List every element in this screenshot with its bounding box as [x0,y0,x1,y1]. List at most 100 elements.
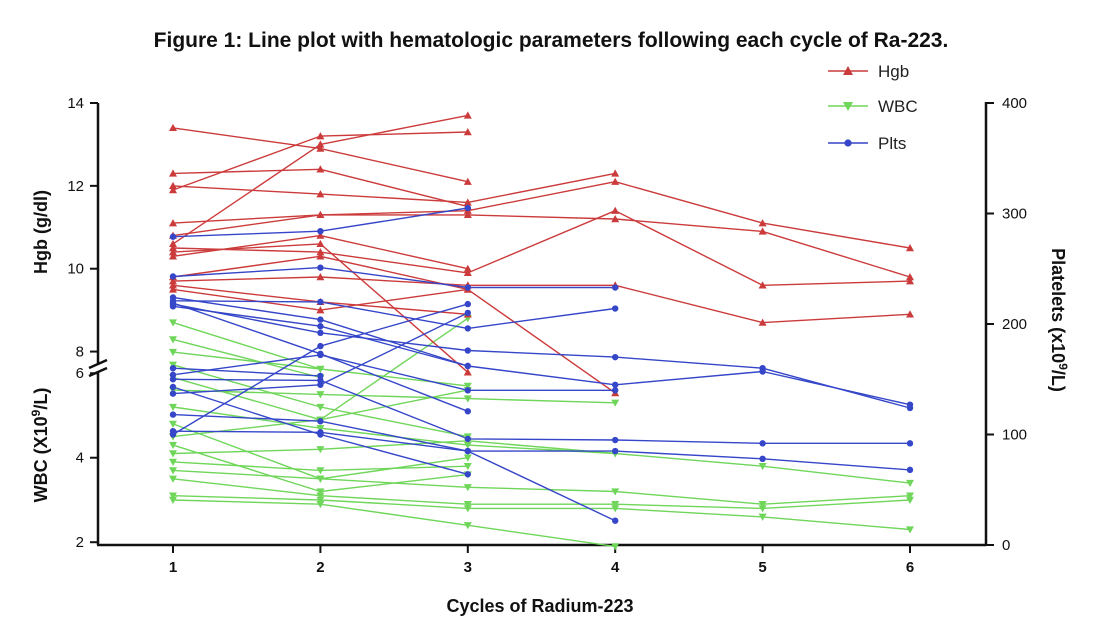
wbc-point [169,458,177,466]
plts-point [317,342,324,350]
plts-series-line [172,378,910,444]
legend-label-wbc: WBC [878,97,918,116]
y-axis-right-label: Platelets (x109/L) [1048,248,1070,392]
x-tick-label: 2 [316,559,324,576]
hgb-point [463,198,472,206]
plts-point [317,431,324,438]
plts-point [317,381,324,388]
left-lower-tick-label: 6 [76,365,84,382]
plts-point [906,440,914,447]
hgb-point [316,132,325,140]
wbc-label-main: WBC (X10 [31,416,51,502]
plts-point [169,299,177,307]
series-markers [169,111,914,551]
plts-point [464,471,471,478]
wbc-series-line [172,440,911,484]
hgb-point [169,277,177,285]
wbc-point [463,462,472,471]
axis-break-top [88,358,108,370]
wbc-label-end: /L) [31,388,51,410]
plts-point [317,298,324,306]
wbc-series-line [172,495,911,531]
plts-point [464,204,471,212]
wbc-point [758,500,767,509]
hgb-point [316,248,325,256]
wbc-point [316,365,325,374]
right-tick-label: 200 [1002,316,1027,333]
hgb-point [169,281,177,289]
plts-point [169,427,177,435]
plts-point [612,517,619,524]
hgb-point [906,273,914,281]
plts-point [169,233,177,240]
plts-point [169,411,177,418]
hgb-point [758,281,767,289]
wbc-point [316,467,325,475]
plts-point [464,362,471,370]
x-tick-label: 1 [169,559,177,576]
hgb-point [169,186,177,194]
plts-point [169,294,177,301]
plts-series-line [172,413,616,522]
wbc-point [463,500,472,509]
left-upper-tick-label: 10 [67,261,84,278]
plts-series-line [172,430,911,471]
hgb-point [758,227,767,235]
hgb-point [463,177,472,185]
hgb-point [906,277,914,285]
hgb-point [611,206,620,214]
plts-point [759,440,766,447]
hgb-point [316,144,325,152]
hgb-point [169,244,177,252]
axes [88,102,988,547]
plts-point [464,387,471,394]
legend-marker-plts [844,139,852,147]
plts-label-main: Platelets (x10 [1048,248,1068,363]
plts-point [612,284,619,291]
legend-label-plts: Plts [878,134,906,153]
wbc-point [169,492,177,500]
series-lines [172,114,911,548]
x-axis-label: Cycles of Radium-223 [446,596,633,616]
wbc-point [611,543,620,551]
legend-label-hgb: Hgb [878,62,909,81]
legend-marker-wbc [843,102,853,111]
hgb-point [316,239,325,248]
plts-point [317,329,324,337]
x-tick-label: 5 [758,559,766,576]
wbc-point [316,492,325,500]
plts-point [464,300,471,308]
wbc-point [463,382,472,390]
hgb-point [316,273,325,281]
plts-series-line [172,266,616,289]
plts-point [759,368,766,375]
wbc-series-line [172,499,616,548]
plts-point [759,455,766,463]
hgb-point [463,368,472,376]
wbc-point [611,399,620,407]
wbc-point [611,505,620,513]
hgb-point [316,252,325,260]
hgb-point [316,140,325,148]
hgb-series-line [172,172,616,204]
legend-item-wbc: WBC [828,97,918,116]
wbc-point [169,348,177,357]
legend-item-plts: Plts [828,134,906,153]
plts-point [464,447,471,455]
wbc-point [463,441,472,450]
wbc-point [463,484,472,492]
plts-point [317,227,324,235]
wbc-label-sup: 9 [29,409,43,416]
plts-point [906,401,914,408]
hgb-point [316,231,325,239]
plts-point [612,305,619,312]
x-tick-label: 6 [906,559,914,576]
wbc-series-line [172,478,911,510]
hgb-point [611,177,620,185]
legend-item-hgb: Hgb [828,62,909,81]
hgb-point [316,165,325,173]
wbc-point [316,424,325,433]
left-upper-tick-label: 12 [67,178,84,195]
